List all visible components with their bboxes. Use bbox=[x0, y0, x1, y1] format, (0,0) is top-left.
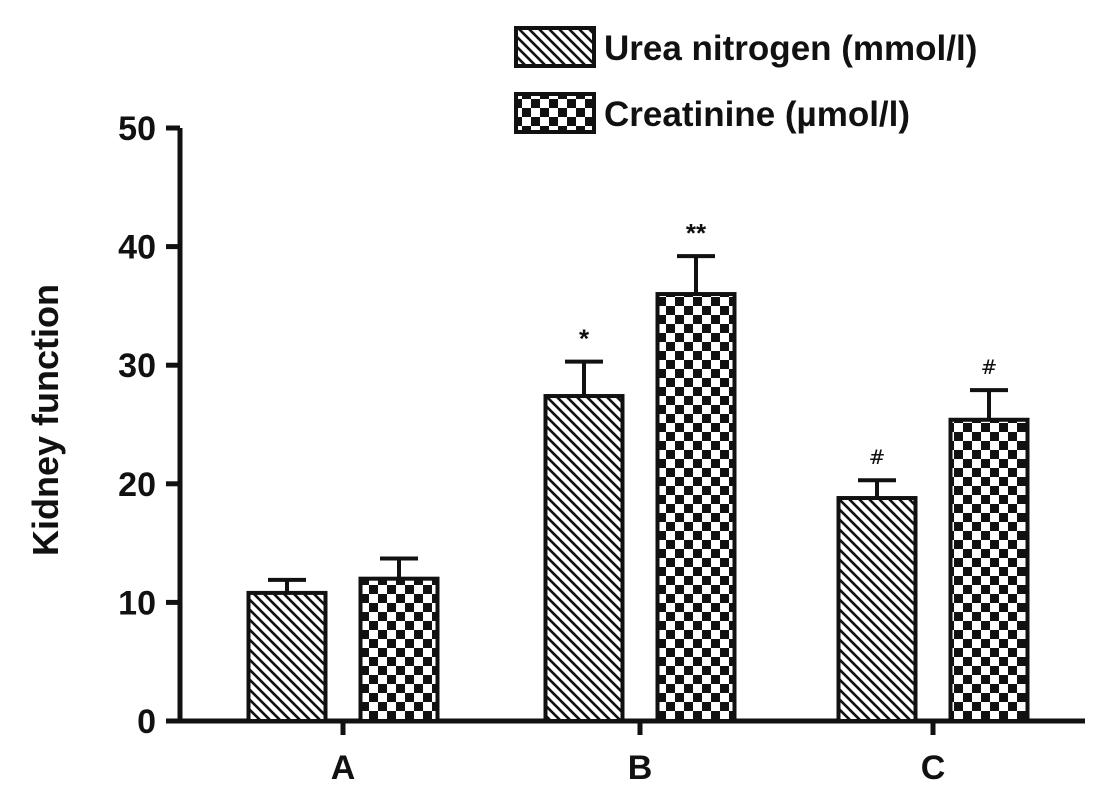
x-tick-label-B: B bbox=[628, 749, 653, 787]
error-bars bbox=[268, 254, 1008, 593]
y-tick-label-50: 50 bbox=[118, 110, 156, 148]
legend-item-creatinine: Creatinine (µmol/l) bbox=[514, 92, 910, 134]
legend-label-creatinine: Creatinine (µmol/l) bbox=[604, 95, 910, 134]
y-tick-label-0: 0 bbox=[137, 703, 156, 741]
annotation-creatinine-B: ** bbox=[686, 218, 707, 248]
legend-swatch-urea bbox=[514, 26, 596, 68]
y-ticks: 0 10 20 30 40 50 bbox=[118, 110, 180, 741]
y-tick-label-20: 20 bbox=[118, 466, 156, 504]
legend: Urea nitrogen (mmol/l) Creatinine (µmol/… bbox=[514, 26, 977, 134]
annotation-urea-B: * bbox=[579, 324, 590, 354]
x-ticks: A B C bbox=[331, 721, 946, 787]
y-axis-title: Kidney function bbox=[25, 284, 66, 556]
bar-creatinine-A bbox=[358, 576, 440, 723]
legend-swatch-creatinine bbox=[514, 92, 596, 134]
y-tick-label-30: 30 bbox=[118, 347, 156, 385]
bar-creatinine-C bbox=[948, 417, 1030, 723]
y-tick-label-10: 10 bbox=[118, 584, 156, 622]
y-tick-label-40: 40 bbox=[118, 229, 156, 267]
bar-urea-C bbox=[836, 496, 918, 724]
bar-urea-A bbox=[246, 590, 328, 723]
bar-urea-B bbox=[543, 394, 625, 723]
significance-annotations: * # ** # bbox=[579, 218, 997, 469]
legend-item-urea: Urea nitrogen (mmol/l) bbox=[514, 26, 977, 68]
annotation-urea-C: # bbox=[869, 445, 886, 469]
annotation-creatinine-C: # bbox=[981, 355, 998, 379]
x-tick-label-A: A bbox=[331, 749, 356, 787]
bars bbox=[246, 292, 1030, 724]
x-tick-label-C: C bbox=[921, 749, 946, 787]
bar-creatinine-B bbox=[655, 292, 737, 723]
legend-label-urea: Urea nitrogen (mmol/l) bbox=[604, 29, 977, 68]
